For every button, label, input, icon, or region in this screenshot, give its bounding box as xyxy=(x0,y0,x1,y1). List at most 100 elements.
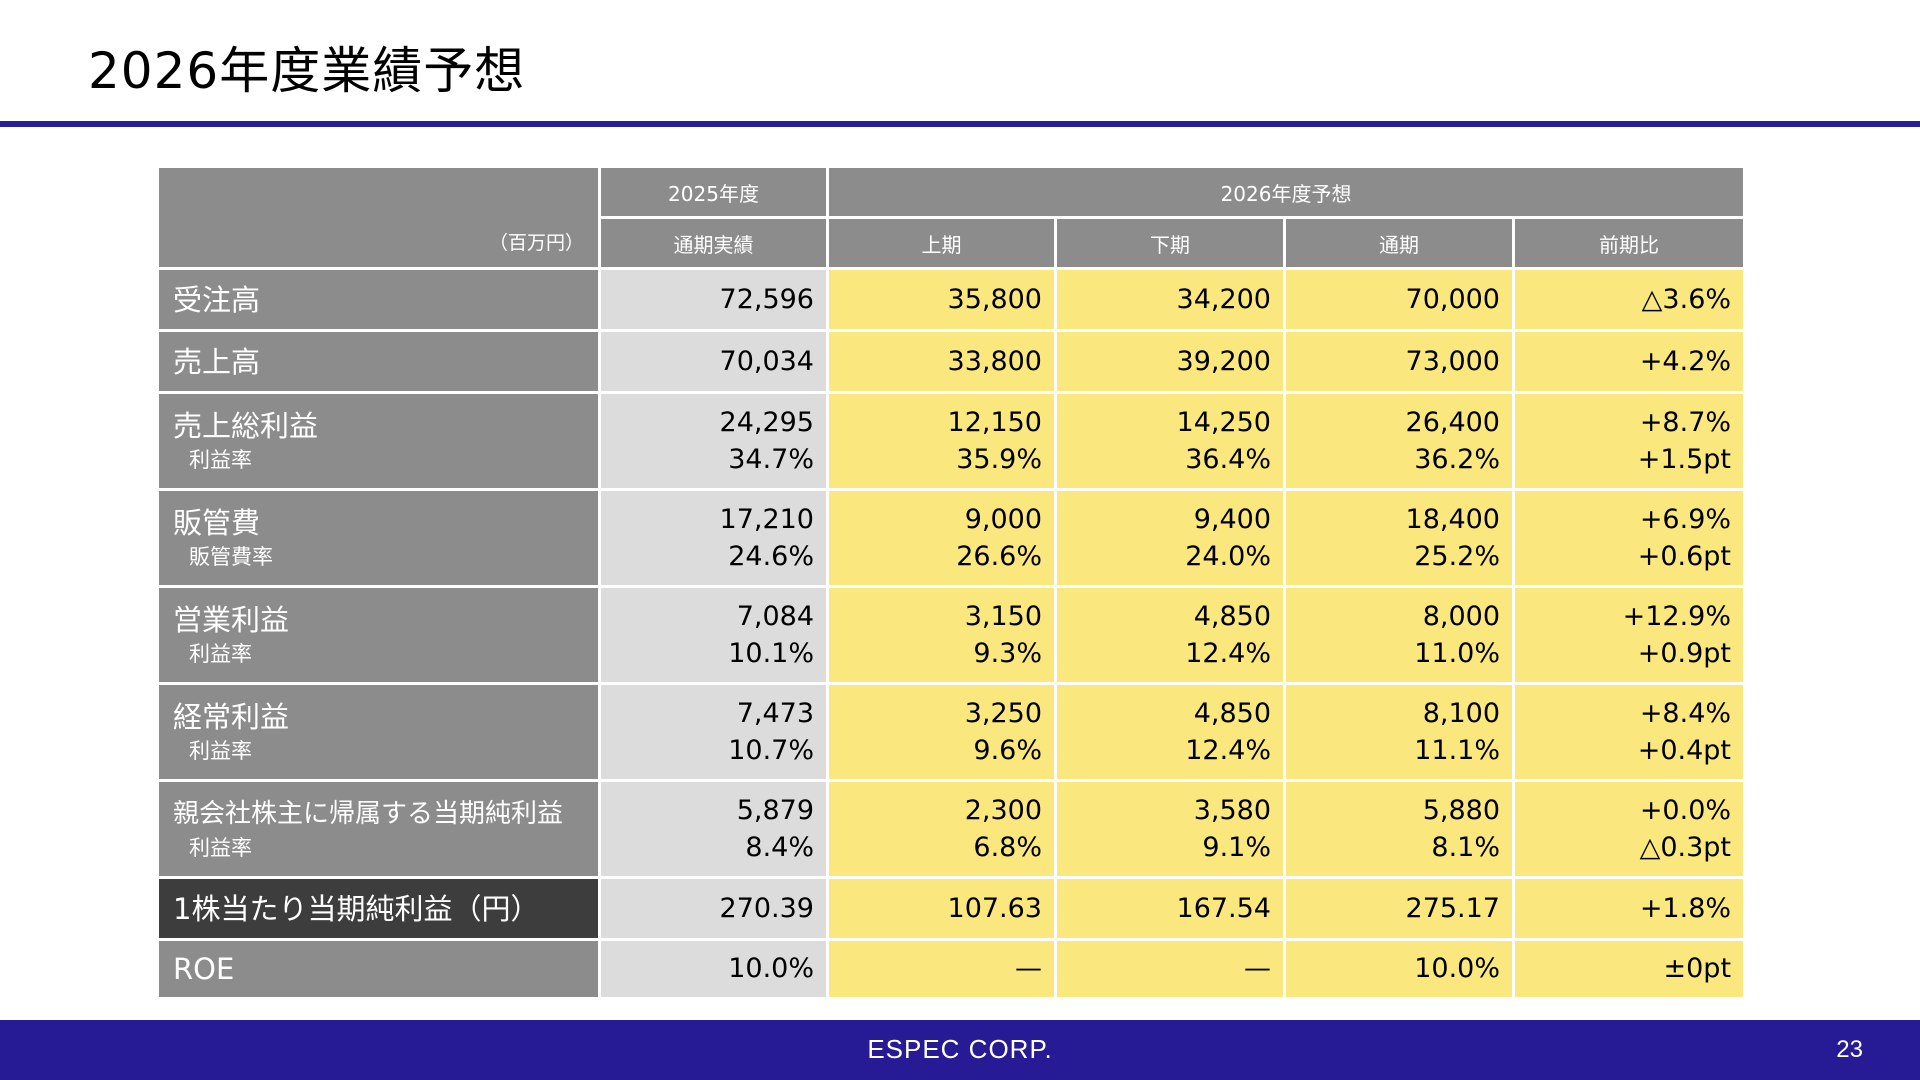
cell-h1: 35,800 xyxy=(947,283,1042,315)
cell-h1-ratio: 35.9% xyxy=(956,444,1042,475)
cell-actual: 24,295 xyxy=(719,407,814,438)
table-row-orders: 受注高 72,596 35,800 34,200 70,000 △3.6% xyxy=(159,270,1744,332)
cell-yoy: +4.2% xyxy=(1639,345,1732,377)
cell-full-ratio: 11.0% xyxy=(1414,638,1500,669)
cell-h2-ratio: 36.4% xyxy=(1185,444,1271,475)
cell-yoy: +1.8% xyxy=(1639,892,1732,924)
cell-h1: 9,000 xyxy=(964,504,1042,535)
forecast-table: （百万円） 2025年度 2026年度予想 通期実績 上期 下期 通期 前期比 … xyxy=(159,168,1744,997)
cell-full-ratio: 11.1% xyxy=(1414,735,1500,766)
table-row-sga: 販管費 販管費率 17,210 24.6% 9,000 26.6% 9,400 24.… xyxy=(159,491,1744,588)
row-label: 売上総利益 xyxy=(173,409,319,443)
cell-h2: 4,850 xyxy=(1193,601,1271,632)
table-row-net-income: 親会社株主に帰属する当期純利益 利益率 5,879 8.4% 2,300 6.8% … xyxy=(159,782,1744,879)
cell-yoy: △3.6% xyxy=(1641,283,1732,315)
cell-actual: 17,210 xyxy=(719,504,814,535)
cell-h1: 3,150 xyxy=(964,601,1042,632)
unit-label: （百万円） xyxy=(159,168,601,270)
cell-actual: 7,084 xyxy=(736,601,814,632)
cell-h2-ratio: 12.4% xyxy=(1185,735,1271,766)
cell-full: 5,880 xyxy=(1422,795,1500,826)
cell-actual: 10.0% xyxy=(728,953,814,984)
row-sublabel: 利益率 xyxy=(189,739,252,763)
table-row-gross-profit: 売上総利益 利益率 24,295 34.7% 12,150 35.9% 14,250… xyxy=(159,394,1744,491)
cell-yoy: +6.9% xyxy=(1639,504,1732,535)
cell-full: 73,000 xyxy=(1405,345,1500,377)
header-full-year: 通期 xyxy=(1286,219,1515,270)
header-second-half: 下期 xyxy=(1057,219,1286,270)
cell-actual: 5,879 xyxy=(736,795,814,826)
table-row-eps: 1株当たり当期純利益（円） 270.39 107.63 167.54 275.1… xyxy=(159,879,1744,941)
row-sublabel: 利益率 xyxy=(189,836,252,860)
cell-yoy: ±0pt xyxy=(1663,953,1732,984)
cell-h2: 34,200 xyxy=(1176,283,1271,315)
cell-actual: 72,596 xyxy=(719,283,814,315)
cell-full-ratio: 8.1% xyxy=(1431,832,1500,863)
cell-h1: 33,800 xyxy=(947,345,1042,377)
cell-actual: 70,034 xyxy=(719,345,814,377)
cell-actual: 270.39 xyxy=(719,892,814,924)
cell-full: 275.17 xyxy=(1405,892,1500,924)
cell-full-ratio: 25.2% xyxy=(1414,541,1500,572)
header-full-year-actual: 通期実績 xyxy=(601,219,829,270)
cell-h1-ratio: 6.8% xyxy=(973,832,1042,863)
row-label: 売上高 xyxy=(173,344,261,379)
cell-actual-ratio: 24.6% xyxy=(728,541,814,572)
row-label: 受注高 xyxy=(173,282,261,317)
cell-h2: 9,400 xyxy=(1193,504,1271,535)
header-first-half: 上期 xyxy=(829,219,1057,270)
cell-yoy: +12.9% xyxy=(1622,601,1732,632)
cell-yoy: +8.7% xyxy=(1639,407,1732,438)
cell-actual-ratio: 10.1% xyxy=(728,638,814,669)
cell-h1: 2,300 xyxy=(964,795,1042,826)
cell-full: 18,400 xyxy=(1405,504,1500,535)
cell-h2: 39,200 xyxy=(1176,345,1271,377)
row-label: ROE xyxy=(173,952,235,986)
row-label: 1株当たり当期純利益（円） xyxy=(173,891,540,926)
footer-company: ESPEC CORP. xyxy=(867,1034,1053,1064)
cell-h1-ratio: 26.6% xyxy=(956,541,1042,572)
title-divider xyxy=(0,121,1920,127)
cell-h2: 3,580 xyxy=(1193,795,1271,826)
header-fy2025: 2025年度 xyxy=(601,168,829,219)
cell-yoy: +8.4% xyxy=(1639,698,1732,729)
cell-h1-ratio: 9.3% xyxy=(973,638,1042,669)
cell-yoy-ratio: +0.6pt xyxy=(1637,541,1732,572)
page-number: 23 xyxy=(1836,1036,1863,1063)
cell-h2: 4,850 xyxy=(1193,698,1271,729)
cell-full: 70,000 xyxy=(1405,283,1500,315)
cell-full: 8,000 xyxy=(1422,601,1500,632)
row-sublabel: 販管費率 xyxy=(189,545,273,569)
table-row-sales: 売上高 70,034 33,800 39,200 73,000 +4.2% xyxy=(159,332,1744,394)
cell-h2-ratio: 9.1% xyxy=(1202,832,1271,863)
cell-full: 10.0% xyxy=(1414,953,1500,984)
cell-h1: 12,150 xyxy=(947,407,1042,438)
page-title: 2026年度業績予想 xyxy=(88,42,526,100)
table-row-ordinary-income: 経常利益 利益率 7,473 10.7% 3,250 9.6% 4,850 12.4%… xyxy=(159,685,1744,782)
cell-actual-ratio: 34.7% xyxy=(728,444,814,475)
cell-h2-ratio: 12.4% xyxy=(1185,638,1271,669)
header-yoy: 前期比 xyxy=(1515,219,1744,270)
cell-h2: — xyxy=(1244,953,1271,984)
row-sublabel: 利益率 xyxy=(189,642,252,666)
cell-actual-ratio: 10.7% xyxy=(728,735,814,766)
cell-h2: 14,250 xyxy=(1176,407,1271,438)
cell-h2-ratio: 24.0% xyxy=(1185,541,1271,572)
row-sublabel: 利益率 xyxy=(189,448,252,472)
cell-h1: 3,250 xyxy=(964,698,1042,729)
row-label: 経常利益 xyxy=(173,700,290,734)
cell-h1: — xyxy=(1015,953,1042,984)
cell-h2: 167.54 xyxy=(1176,892,1271,924)
cell-h1-ratio: 9.6% xyxy=(973,735,1042,766)
header-fy2026-forecast: 2026年度予想 xyxy=(829,168,1744,219)
row-label: 営業利益 xyxy=(173,603,290,637)
cell-actual: 7,473 xyxy=(736,698,814,729)
cell-actual-ratio: 8.4% xyxy=(745,832,814,863)
row-label: 親会社株主に帰属する当期純利益 xyxy=(173,799,564,829)
cell-yoy: +0.0% xyxy=(1639,795,1732,826)
cell-yoy-ratio: +1.5pt xyxy=(1637,444,1732,475)
cell-h1: 107.63 xyxy=(947,892,1042,924)
cell-full: 26,400 xyxy=(1405,407,1500,438)
row-label: 販管費 xyxy=(173,506,261,540)
table-row-roe: ROE 10.0% — — 10.0% ±0pt xyxy=(159,941,1744,997)
